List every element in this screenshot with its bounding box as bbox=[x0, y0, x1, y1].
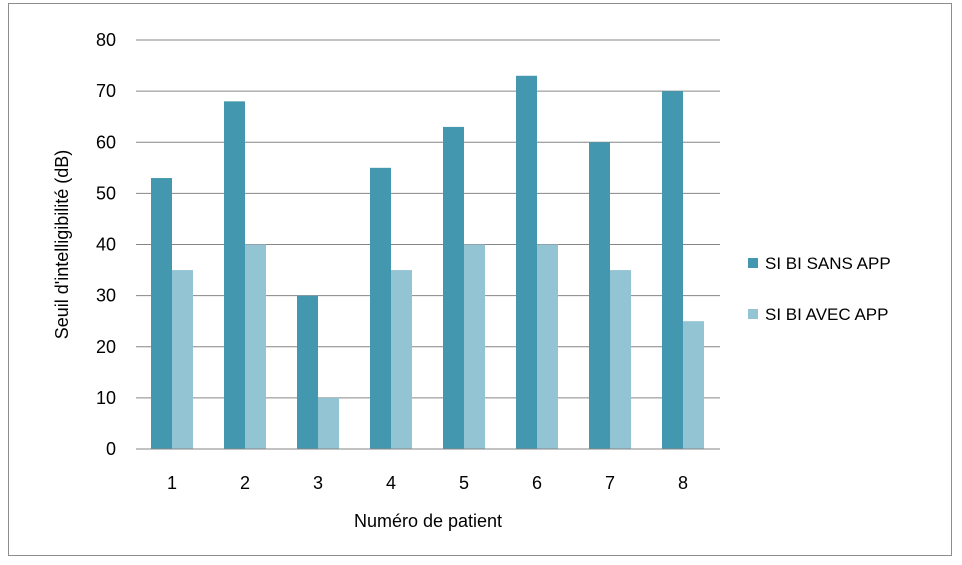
x-tick-label: 5 bbox=[459, 473, 469, 493]
bar-series-1-patient-6 bbox=[516, 75, 537, 449]
y-axis-title: Seuil d'intelligibilité (dB) bbox=[52, 150, 72, 340]
y-tick-label: 0 bbox=[106, 439, 116, 459]
x-axis-title: Numéro de patient bbox=[354, 511, 502, 531]
y-tick-label: 80 bbox=[96, 30, 116, 50]
bar-series-2-patient-2 bbox=[245, 244, 266, 449]
y-tick-label: 20 bbox=[96, 337, 116, 357]
y-tick-label: 10 bbox=[96, 388, 116, 408]
gridlines bbox=[136, 39, 720, 399]
x-tick-labels: 1 2 3 4 5 6 7 8 bbox=[167, 473, 688, 493]
bar-series-1-patient-4 bbox=[370, 167, 391, 449]
legend-swatch-avec-app bbox=[748, 309, 758, 319]
x-tick-label: 3 bbox=[313, 473, 323, 493]
bars bbox=[151, 75, 704, 449]
x-tick-label: 2 bbox=[240, 473, 250, 493]
bar-series-2-patient-6 bbox=[537, 244, 558, 449]
legend: SI BI SANS APP SI BI AVEC APP bbox=[748, 254, 891, 324]
x-tick-label: 6 bbox=[532, 473, 542, 493]
y-tick-label: 30 bbox=[96, 286, 116, 306]
legend-swatch-sans-app bbox=[748, 258, 758, 268]
bar-series-1-patient-1 bbox=[151, 178, 172, 449]
legend-label-avec-app: SI BI AVEC APP bbox=[765, 305, 888, 324]
y-tick-label: 60 bbox=[96, 132, 116, 152]
bar-series-2-patient-5 bbox=[464, 244, 485, 449]
bar-series-2-patient-1 bbox=[172, 270, 193, 449]
bar-series-2-patient-8 bbox=[683, 321, 704, 449]
bar-series-2-patient-7 bbox=[610, 270, 631, 449]
y-tick-label: 50 bbox=[96, 183, 116, 203]
bar-series-2-patient-4 bbox=[391, 270, 412, 449]
x-tick-label: 4 bbox=[386, 473, 396, 493]
y-tick-label: 70 bbox=[96, 81, 116, 101]
bar-series-1-patient-8 bbox=[662, 91, 683, 449]
x-tick-label: 1 bbox=[167, 473, 177, 493]
bar-series-1-patient-2 bbox=[224, 101, 245, 449]
y-tick-labels: 0 10 20 30 40 50 60 70 80 bbox=[96, 30, 116, 459]
x-tick-label: 8 bbox=[678, 473, 688, 493]
bar-series-1-patient-7 bbox=[589, 142, 610, 449]
x-tick-label: 7 bbox=[605, 473, 615, 493]
bar-series-1-patient-5 bbox=[443, 126, 464, 449]
bar-series-2-patient-3 bbox=[318, 397, 339, 449]
bar-series-1-patient-3 bbox=[297, 295, 318, 449]
legend-label-sans-app: SI BI SANS APP bbox=[765, 254, 891, 273]
y-tick-label: 40 bbox=[96, 235, 116, 255]
